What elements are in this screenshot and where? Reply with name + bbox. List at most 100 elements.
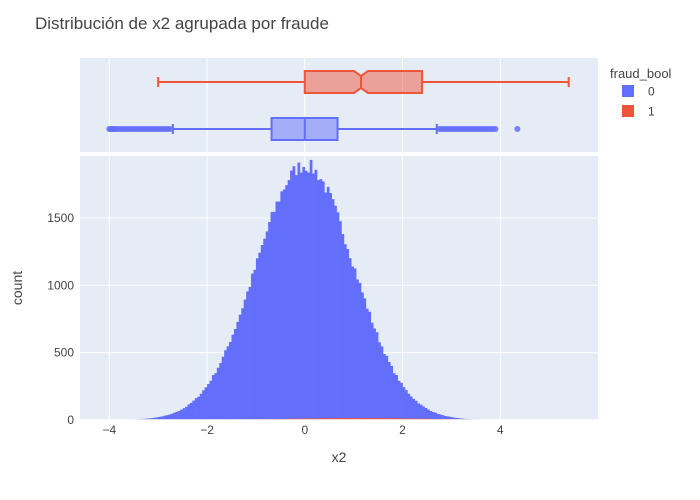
histogram-bar <box>417 403 420 420</box>
histogram-bar <box>209 380 213 420</box>
histogram-bar <box>270 211 274 420</box>
histogram-bar <box>409 396 413 420</box>
histogram-bar <box>285 185 288 420</box>
y-tick-label: 1000 <box>47 278 74 292</box>
histogram-bar <box>263 238 266 420</box>
histogram-bar <box>341 234 345 420</box>
histogram-bar <box>451 417 455 420</box>
histogram-bar <box>216 367 220 420</box>
y-tick-label: 500 <box>54 346 74 360</box>
histogram-bar <box>453 417 457 420</box>
histogram-bar <box>343 418 347 420</box>
histogram-bar <box>448 416 452 420</box>
histogram-bar <box>404 390 408 420</box>
histogram-bar <box>370 418 374 420</box>
histogram-bar <box>309 418 313 420</box>
histogram-bar <box>194 398 198 420</box>
histogram-bar <box>236 321 240 420</box>
histogram-bar <box>275 201 279 420</box>
histogram-bar <box>426 409 430 420</box>
box-body <box>303 70 424 94</box>
histogram-bar <box>324 418 328 420</box>
histogram-bar <box>302 166 306 420</box>
legend-label-1: 1 <box>648 105 655 119</box>
histogram-bar <box>246 291 249 420</box>
histogram-bar <box>321 418 325 420</box>
x-tick-label: −2 <box>200 423 214 437</box>
histogram-bar <box>385 355 389 420</box>
histogram-bar <box>307 418 310 420</box>
histogram-bar <box>277 201 281 420</box>
histogram-bar <box>317 418 320 420</box>
histogram-bar <box>351 266 354 420</box>
histogram-bar <box>351 418 354 420</box>
histogram-bar <box>268 222 271 420</box>
histogram-bar <box>397 418 401 420</box>
histogram-bar <box>353 418 357 420</box>
histogram-bar <box>197 396 201 420</box>
histogram-bar <box>365 418 369 420</box>
histogram-bar <box>207 383 210 420</box>
histogram-bar <box>397 380 401 420</box>
histogram-bar <box>185 406 188 420</box>
legend-item-0[interactable]: 0 <box>622 85 655 99</box>
histogram-bar <box>334 205 337 420</box>
legend-item-1[interactable]: 1 <box>622 105 655 119</box>
legend-swatch-1 <box>622 105 634 117</box>
histogram-bar <box>253 269 257 420</box>
histogram-bar <box>163 415 166 420</box>
legend[interactable]: fraud_bool 0 1 <box>610 66 672 119</box>
histogram-bar <box>441 415 445 420</box>
histogram-bar <box>375 332 379 420</box>
histogram-bar <box>258 252 262 420</box>
histogram-bar <box>233 328 237 420</box>
histogram-bar <box>324 192 328 420</box>
histogram-bar <box>368 311 372 420</box>
histogram-bar <box>158 416 161 420</box>
histogram-bar <box>295 175 298 420</box>
histogram-bar <box>265 231 269 420</box>
histogram-bar <box>175 411 179 420</box>
histogram-bar <box>365 308 369 420</box>
histogram-bar <box>241 308 245 420</box>
histogram-bar <box>385 418 389 420</box>
histogram-bar <box>224 350 227 420</box>
chart-title: Distribución de x2 agrupada por fraude <box>35 14 329 33</box>
histogram-bar <box>414 400 418 420</box>
legend-swatch-0 <box>622 85 634 97</box>
histogram-bar <box>336 212 340 420</box>
histogram-bar <box>260 244 264 420</box>
histogram-bar <box>444 416 447 420</box>
histogram-bar <box>167 414 171 420</box>
x-tick-label: 0 <box>301 423 308 437</box>
histogram-bar <box>343 244 347 420</box>
histogram-bar <box>439 414 442 420</box>
histogram-bar <box>231 334 235 420</box>
histogram-bar <box>251 273 254 420</box>
histogram-bar <box>378 342 381 420</box>
histogram-bar <box>321 181 325 420</box>
histogram-bar <box>331 199 335 420</box>
histogram-bar <box>331 418 335 420</box>
histogram-bar <box>329 193 332 420</box>
histogram-bar <box>346 418 350 420</box>
histogram-bar <box>412 398 416 420</box>
histogram-bar <box>360 418 364 420</box>
histogram-bar <box>373 328 376 420</box>
histogram-bar <box>307 172 310 420</box>
histogram-bar <box>229 342 232 420</box>
histogram-bar <box>370 322 374 420</box>
histogram-bar <box>339 418 342 420</box>
histogram-bar <box>358 418 362 420</box>
histogram-bar <box>402 387 406 420</box>
histogram-bar <box>390 365 394 420</box>
histogram-bar <box>273 211 276 420</box>
histogram-bar <box>334 418 337 420</box>
histogram-bar <box>378 418 381 420</box>
histogram-bar <box>226 346 230 420</box>
histogram-bar <box>199 393 203 420</box>
histogram-bar <box>339 221 342 420</box>
histogram-bar <box>304 170 308 420</box>
histogram-bar <box>387 418 391 420</box>
x-tick-label: −4 <box>102 423 116 437</box>
